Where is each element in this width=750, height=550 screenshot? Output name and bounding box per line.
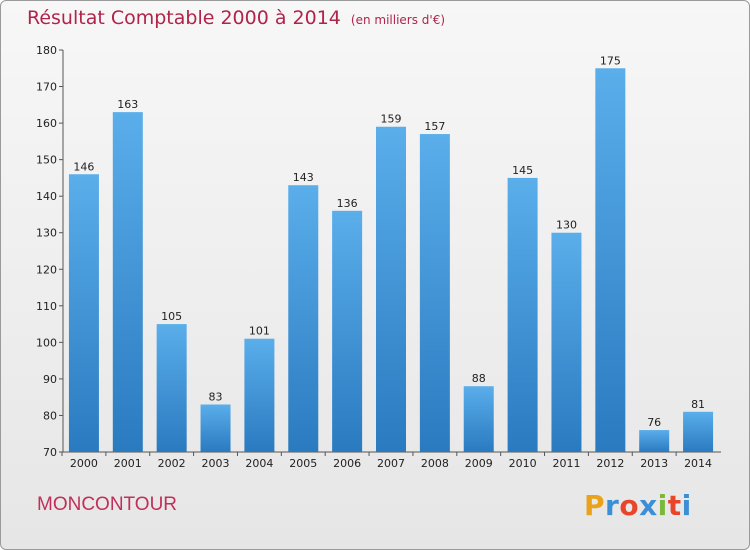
data-label-2011: 130: [556, 219, 577, 232]
data-label-2012: 175: [600, 54, 621, 67]
chart-subtitle: (en milliers d'€): [350, 13, 446, 27]
logo-letter: P: [584, 489, 606, 522]
bar-2012: [595, 68, 626, 452]
data-label-2007: 159: [381, 113, 402, 126]
proxiti-logo[interactable]: Proxiti: [584, 489, 692, 522]
data-label-2009: 88: [472, 372, 486, 385]
logo-letter: t: [667, 489, 682, 522]
data-label-2005: 143: [293, 171, 314, 184]
data-label-2002: 105: [161, 310, 182, 323]
data-label-2001: 163: [117, 98, 138, 111]
y-tick-label: 80: [43, 409, 57, 422]
chart-title: Résultat Comptable 2000 à 2014 (en millie…: [27, 7, 445, 29]
bar-2003: [200, 404, 231, 452]
x-tick-label-2000: 2000: [70, 457, 98, 470]
logo-letter: i: [681, 489, 692, 522]
chart-title-text: Résultat Comptable 2000 à 2014: [27, 7, 341, 29]
bar-2009: [463, 386, 494, 452]
logo-letter: x: [639, 489, 658, 522]
bar-2011: [551, 232, 582, 452]
y-tick-label: 160: [36, 117, 57, 130]
data-label-2003: 83: [209, 390, 223, 403]
bar-2010: [507, 177, 538, 452]
bar-2008: [419, 134, 450, 452]
data-label-2004: 101: [249, 325, 270, 338]
y-tick-label: 140: [36, 190, 57, 203]
place-name: MONCONTOUR: [37, 494, 178, 515]
data-label-2006: 136: [337, 197, 358, 210]
x-tick-label-2008: 2008: [421, 457, 449, 470]
x-tick-label-2006: 2006: [333, 457, 361, 470]
data-label-2000: 146: [73, 160, 94, 173]
y-tick-label: 100: [36, 336, 57, 349]
bar-2013: [639, 430, 670, 452]
x-tick-label-2002: 2002: [158, 457, 186, 470]
data-label-2010: 145: [512, 164, 533, 177]
bar-2005: [288, 185, 319, 452]
x-tick-label-2003: 2003: [202, 457, 230, 470]
x-tick-label-2014: 2014: [684, 457, 712, 470]
bar-2014: [683, 411, 714, 452]
y-tick-label: 70: [43, 446, 57, 459]
x-tick-label-2012: 2012: [596, 457, 624, 470]
bar-2004: [244, 338, 275, 452]
data-label-2014: 81: [691, 398, 705, 411]
x-tick-label-2001: 2001: [114, 457, 142, 470]
y-tick-label: 150: [36, 154, 57, 167]
x-tick-label-2010: 2010: [509, 457, 537, 470]
x-tick-label-2004: 2004: [245, 457, 273, 470]
bar-2006: [332, 210, 363, 452]
x-tick-label-2013: 2013: [640, 457, 668, 470]
y-tick-label: 90: [43, 373, 57, 386]
y-tick-label: 120: [36, 263, 57, 276]
data-label-2013: 76: [647, 416, 661, 429]
y-tick-label: 170: [36, 81, 57, 94]
logo-letter: r: [605, 489, 620, 522]
logo-letter: i: [657, 489, 668, 522]
x-tick-label-2009: 2009: [465, 457, 493, 470]
x-tick-label-2005: 2005: [289, 457, 317, 470]
bar-2000: [68, 174, 99, 452]
bar-2002: [156, 324, 187, 452]
y-tick-label: 130: [36, 227, 57, 240]
bar-2007: [376, 126, 406, 452]
x-tick-label-2011: 2011: [552, 457, 580, 470]
bar-2001: [112, 112, 143, 453]
x-tick-label-2007: 2007: [377, 457, 405, 470]
y-tick-label: 110: [36, 300, 57, 313]
y-tick-label: 180: [36, 44, 57, 57]
logo-letter: o: [619, 489, 640, 522]
data-label-2008: 157: [424, 120, 445, 133]
